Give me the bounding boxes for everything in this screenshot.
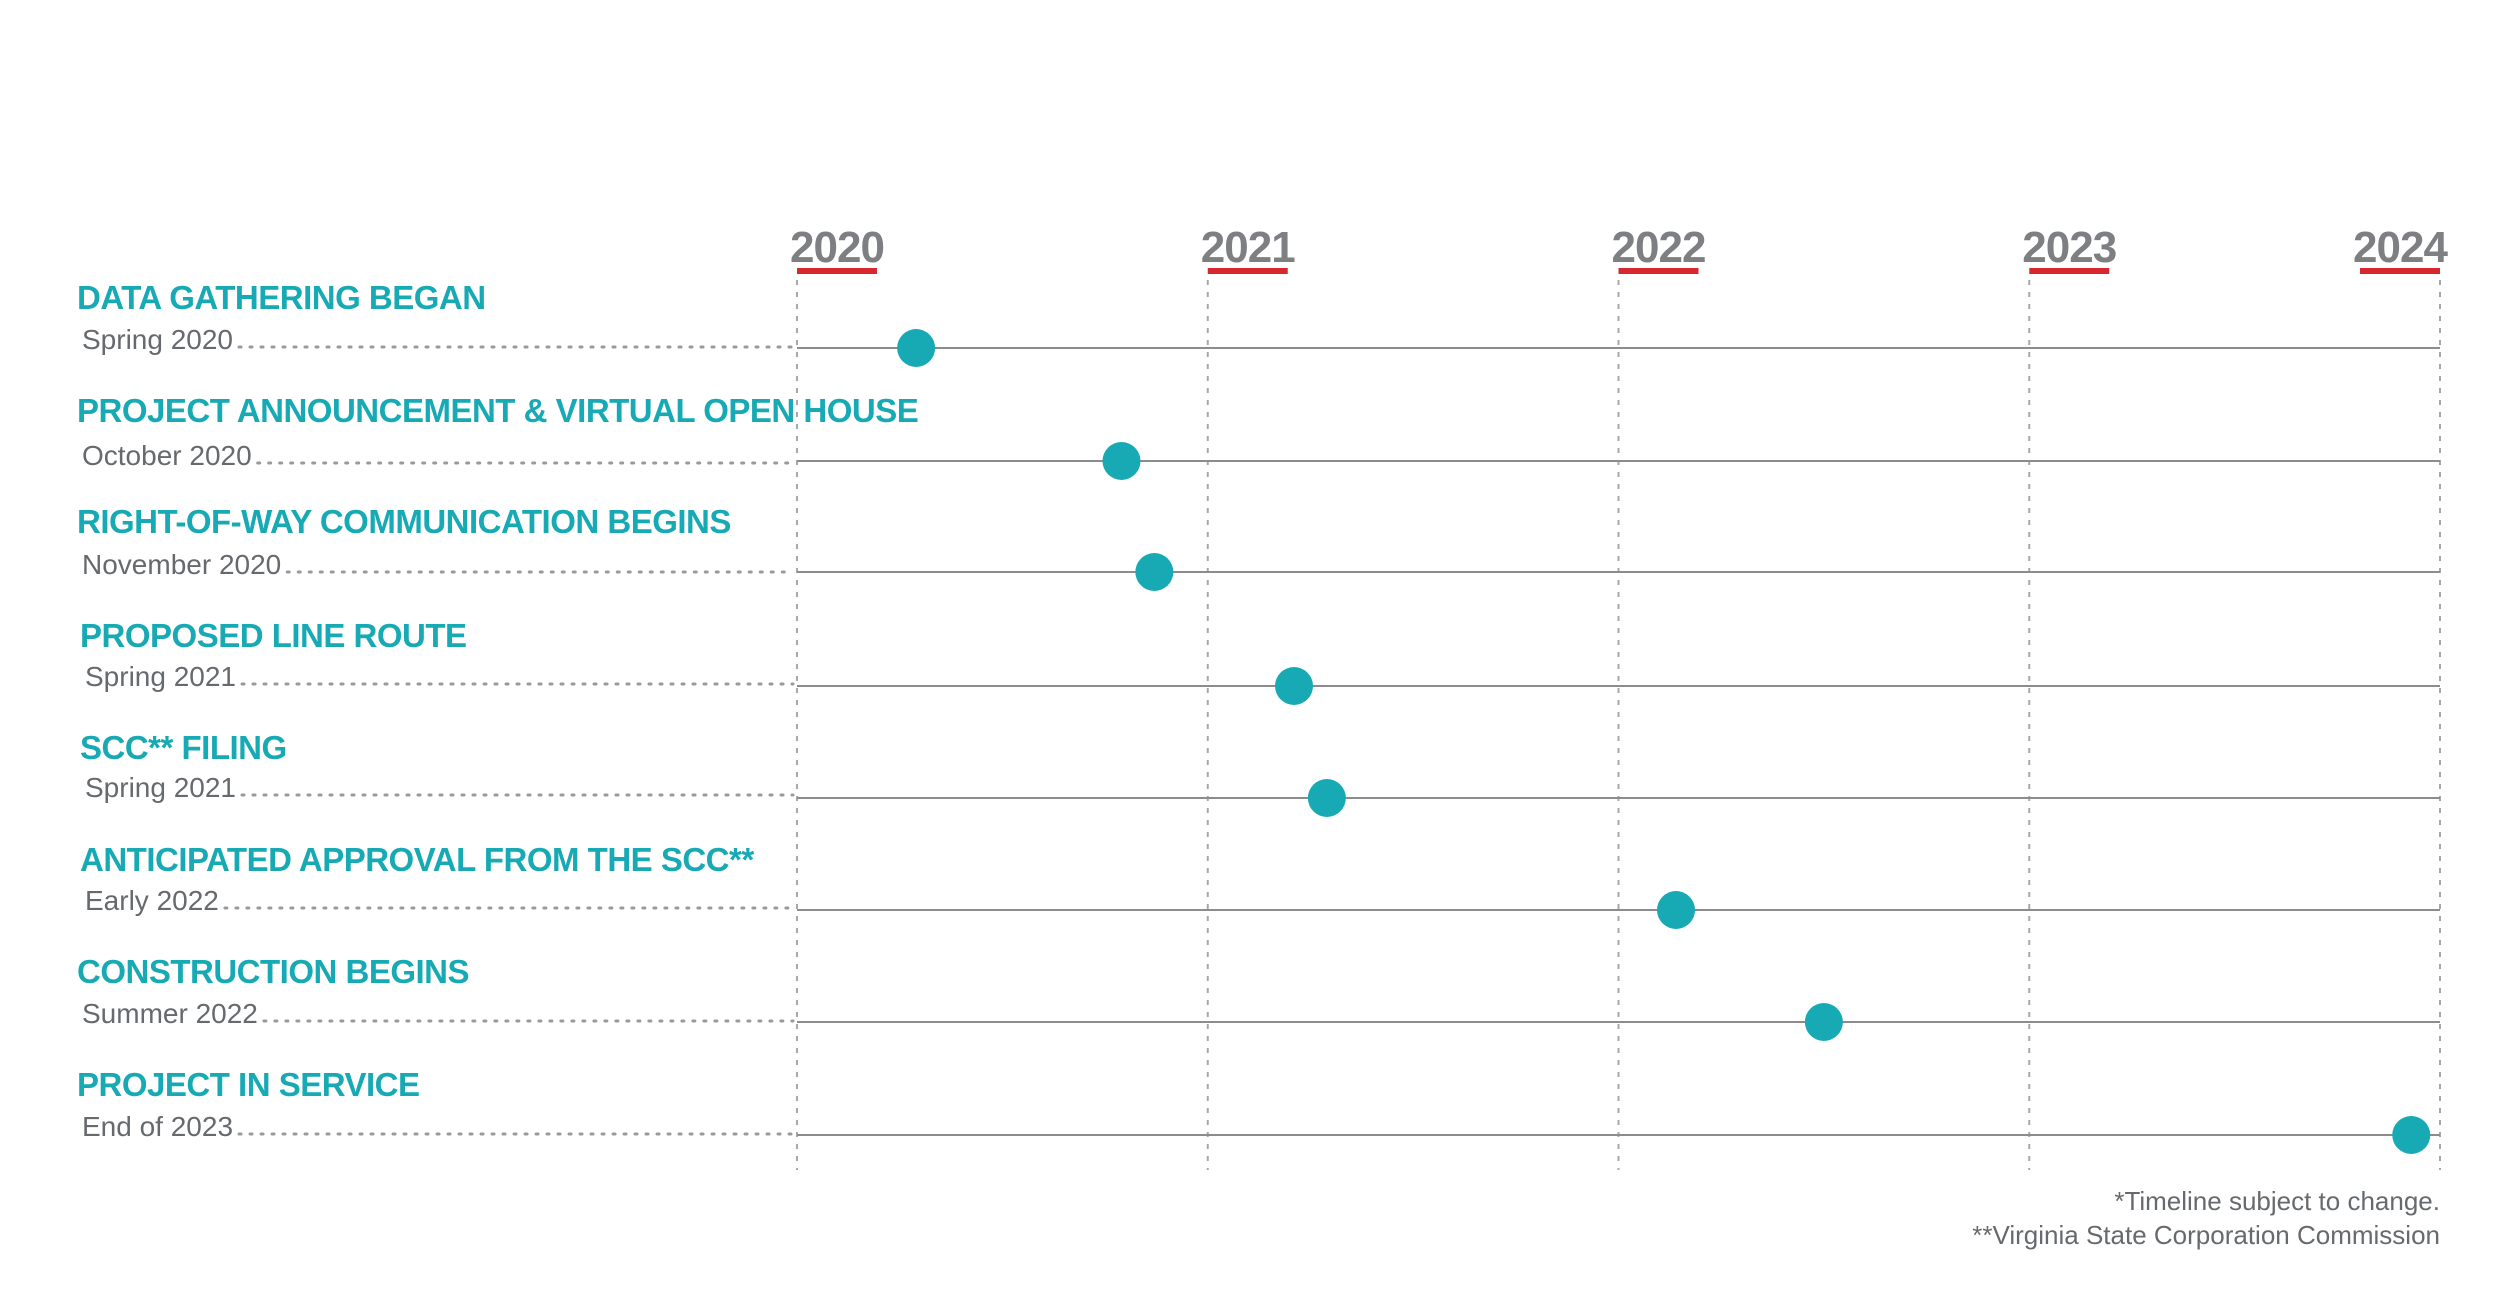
milestone-title: PROJECT IN SERVICE <box>77 1066 419 1103</box>
milestone-row: PROJECT ANNOUNCEMENT & VIRTUAL OPEN HOUS… <box>77 392 2440 480</box>
milestone-title: PROJECT ANNOUNCEMENT & VIRTUAL OPEN HOUS… <box>77 392 918 429</box>
milestone-title: ANTICIPATED APPROVAL FROM THE SCC** <box>80 841 754 878</box>
footnote-1: *Timeline subject to change. <box>2114 1186 2440 1216</box>
milestone-point <box>1135 553 1174 591</box>
milestone-title: CONSTRUCTION BEGINS <box>77 953 469 990</box>
milestone-date: Early 2022 <box>85 885 219 916</box>
year-label-2022: 2022 <box>1612 223 1706 272</box>
milestone-title: SCC** FILING <box>80 729 287 766</box>
milestone-date: November 2020 <box>82 549 281 580</box>
year-underline-2023 <box>2029 268 2110 274</box>
year-axis: 2020 2021 2022 2023 2024 <box>790 223 2449 274</box>
milestone-date: Spring 2020 <box>82 324 233 355</box>
milestone-point <box>897 329 936 367</box>
milestone-row: PROPOSED LINE ROUTE Spring 2021 <box>80 617 2440 705</box>
milestone-rows: DATA GATHERING BEGAN Spring 2020 PROJECT A… <box>77 279 2440 1154</box>
milestone-point <box>2392 1116 2431 1154</box>
year-label-2021: 2021 <box>1201 223 1295 272</box>
milestone-point <box>1102 442 1141 480</box>
milestone-point <box>1657 891 1696 929</box>
year-underline-2020 <box>797 268 877 274</box>
year-label-2023: 2023 <box>2022 223 2116 272</box>
year-underline-2024 <box>2360 268 2440 274</box>
milestone-date: Summer 2022 <box>82 998 258 1029</box>
milestone-row: CONSTRUCTION BEGINS Summer 2022 <box>77 953 2440 1041</box>
footnote-2: **Virginia State Corporation Commission <box>1972 1220 2440 1250</box>
year-label-2024: 2024 <box>2353 223 2448 272</box>
milestone-date: October 2020 <box>82 440 252 471</box>
milestone-title: DATA GATHERING BEGAN <box>77 279 486 316</box>
milestone-point <box>1804 1003 1843 1041</box>
milestone-row: ANTICIPATED APPROVAL FROM THE SCC** Early… <box>80 841 2440 929</box>
year-label-2020: 2020 <box>790 223 884 272</box>
grid-layer <box>796 280 2441 1170</box>
milestone-row: DATA GATHERING BEGAN Spring 2020 <box>77 279 2440 367</box>
footnotes: *Timeline subject to change. **Virginia … <box>1972 1186 2440 1250</box>
milestone-title: RIGHT-OF-WAY COMMUNICATION BEGINS <box>77 503 731 540</box>
milestone-row: RIGHT-OF-WAY COMMUNICATION BEGINS Novembe… <box>77 503 2440 591</box>
milestone-date: End of 2023 <box>82 1111 233 1142</box>
milestone-row: PROJECT IN SERVICE End of 2023 <box>77 1066 2440 1154</box>
year-underline-2022 <box>1618 268 1699 274</box>
milestone-title: PROPOSED LINE ROUTE <box>80 617 467 654</box>
milestone-point <box>1275 667 1314 705</box>
milestone-point <box>1307 779 1346 817</box>
year-underline-2021 <box>1207 268 1288 274</box>
milestone-row: SCC** FILING Spring 2021 <box>80 729 2440 817</box>
milestone-date: Spring 2021 <box>85 661 236 692</box>
milestone-date: Spring 2021 <box>85 772 236 803</box>
